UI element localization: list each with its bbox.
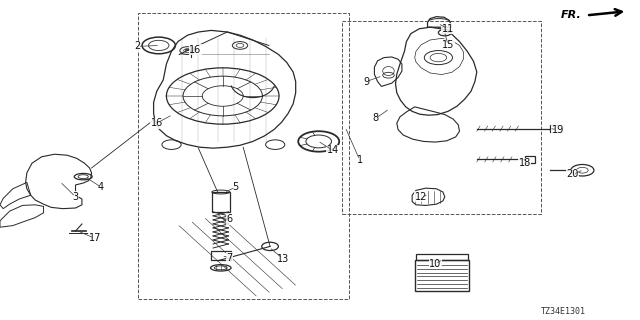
Text: 17: 17 xyxy=(88,233,101,244)
Text: 12: 12 xyxy=(415,192,428,202)
Text: TZ34E1301: TZ34E1301 xyxy=(541,307,586,316)
Text: 1: 1 xyxy=(356,155,363,165)
Text: 5: 5 xyxy=(232,182,239,192)
Text: 20: 20 xyxy=(566,169,579,180)
Text: 10: 10 xyxy=(429,259,442,269)
Text: 16: 16 xyxy=(150,118,163,128)
Text: 6: 6 xyxy=(226,214,232,224)
Text: 7: 7 xyxy=(226,252,232,263)
Text: 18: 18 xyxy=(518,158,531,168)
Text: 19: 19 xyxy=(552,124,564,135)
Text: 15: 15 xyxy=(442,40,454,50)
Bar xyxy=(416,254,468,260)
Text: 16: 16 xyxy=(189,44,202,55)
Bar xyxy=(525,156,535,163)
Text: 9: 9 xyxy=(363,76,369,87)
Text: 11: 11 xyxy=(442,24,454,34)
Text: 13: 13 xyxy=(276,253,289,264)
Text: FR.: FR. xyxy=(561,10,581,20)
Text: 8: 8 xyxy=(372,113,379,124)
Bar xyxy=(211,251,231,260)
Text: 3: 3 xyxy=(72,192,79,202)
Text: 2: 2 xyxy=(134,41,141,52)
Bar xyxy=(415,260,469,291)
Bar xyxy=(212,192,230,212)
Bar xyxy=(550,125,562,132)
Text: 4: 4 xyxy=(98,182,104,192)
Text: 14: 14 xyxy=(326,145,339,156)
